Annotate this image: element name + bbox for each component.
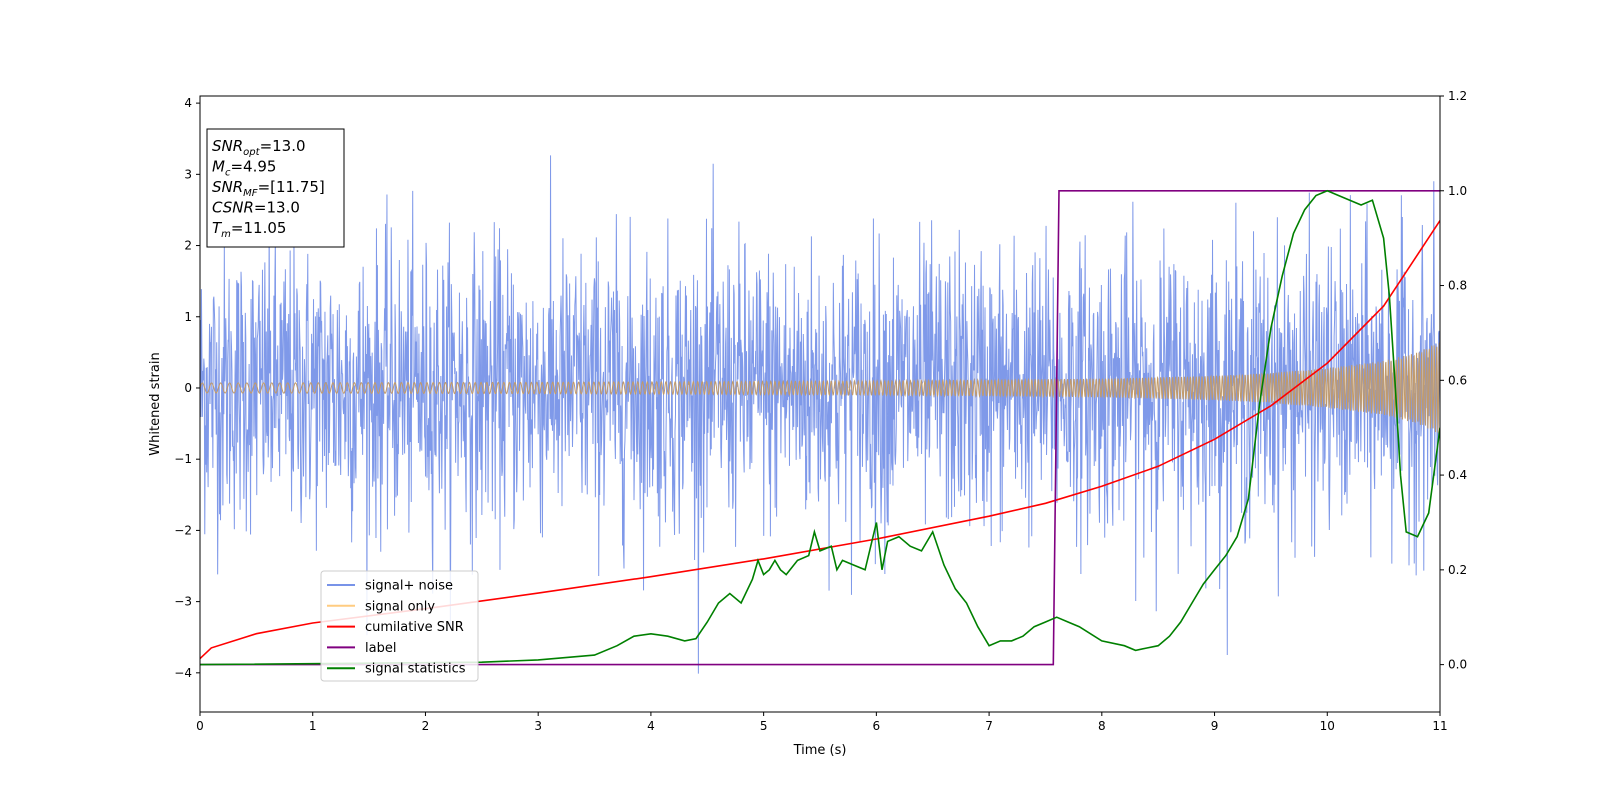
y-tick-label: 4 (184, 96, 192, 110)
info-box-subscript: m (221, 229, 231, 240)
legend-label: signal statistics (365, 662, 466, 677)
y2-tick-label: 0.2 (1448, 563, 1467, 577)
info-box-symbol: M (212, 158, 225, 176)
legend-frame (320, 570, 479, 682)
y-tick-label: 1 (184, 310, 192, 324)
info-box-symbol: SNR (212, 178, 243, 196)
legend-label: signal only (365, 599, 435, 614)
y-tick-label: 0 (184, 381, 192, 395)
info-box-line: SNRMF=[11.75] (212, 178, 325, 199)
y2-tick-label: 0.8 (1448, 279, 1467, 293)
y-tick-label: −4 (174, 666, 192, 680)
x-axis-label: Time (s) (793, 743, 847, 758)
info-box-value: =11.05 (231, 219, 287, 237)
label-line (200, 190, 1440, 666)
x-tick-label: 11 (1432, 719, 1447, 733)
plot-frame (199, 95, 1441, 713)
x-tick-label: 6 (873, 719, 881, 733)
info-box-line: CSNR=13.0 (212, 199, 300, 217)
info-box-line: Tm=11.05 (212, 219, 286, 240)
y-axis-left: −4 −3 −2 −1 0 1 2 3 4 (174, 96, 200, 680)
info-box-symbol: T (212, 219, 223, 237)
y-tick-label: −3 (174, 595, 192, 609)
y-axis-right: 0.0 0.2 0.4 0.6 0.8 1.0 1.2 (1440, 89, 1467, 672)
info-box-value: =13.0 (254, 199, 300, 217)
y2-tick-label: 1.2 (1448, 89, 1467, 103)
info-box-value: =13.0 (260, 137, 306, 155)
noise-trace (200, 155, 1440, 674)
legend: signal+ noise signal only cumilative SNR la… (320, 570, 479, 682)
signal-only-series (200, 342, 1440, 433)
x-tick-label: 5 (760, 719, 768, 733)
plot-area (200, 155, 1440, 674)
info-box-subscript: c (225, 168, 231, 179)
info-box: SNRopt=13.0Mc=4.95SNRMF=[11.75]CSNR=13.0… (206, 128, 345, 248)
info-box-symbol: CSNR (212, 199, 254, 217)
info-box-line: Mc=4.95 (212, 158, 276, 179)
cumulative-snr-line (200, 220, 1440, 660)
x-tick-label: 1 (309, 719, 317, 733)
y2-tick-label: 0.6 (1448, 373, 1467, 387)
y-axis-label: Whitened strain (148, 352, 163, 455)
signal-noise-series (200, 155, 1440, 674)
y-tick-label: 2 (184, 239, 192, 253)
signal-statistics-line (200, 189, 1440, 666)
x-tick-label: 4 (647, 719, 655, 733)
y2-tick-label: 0.0 (1448, 658, 1467, 672)
x-tick-label: 9 (1211, 719, 1219, 733)
info-box-subscript: opt (243, 147, 260, 158)
x-tick-label: 8 (1098, 719, 1106, 733)
info-box-value: =4.95 (230, 158, 276, 176)
y-tick-label: −2 (174, 523, 192, 537)
info-box-line: SNRopt=13.0 (212, 137, 306, 158)
y2-tick-label: 1.0 (1448, 184, 1467, 198)
legend-label: signal+ noise (365, 579, 453, 594)
info-box-symbol: SNR (212, 137, 243, 155)
legend-label: cumilative SNR (365, 620, 464, 635)
x-tick-label: 10 (1320, 719, 1335, 733)
x-tick-label: 2 (422, 719, 430, 733)
legend-label: label (365, 641, 396, 656)
y-tick-label: 3 (184, 167, 192, 181)
y-tick-label: −1 (174, 452, 192, 466)
x-axis: 0 1 2 3 4 5 6 7 8 9 10 11 (196, 712, 1448, 733)
x-tick-label: 3 (534, 719, 542, 733)
x-tick-label: 0 (196, 719, 204, 733)
y2-tick-label: 0.4 (1448, 468, 1467, 482)
x-tick-label: 7 (985, 719, 993, 733)
info-box-frame (206, 128, 345, 248)
info-box-subscript: MF (243, 188, 258, 199)
signal-only-trace (200, 342, 1440, 433)
info-box-value: =[11.75] (258, 178, 325, 196)
